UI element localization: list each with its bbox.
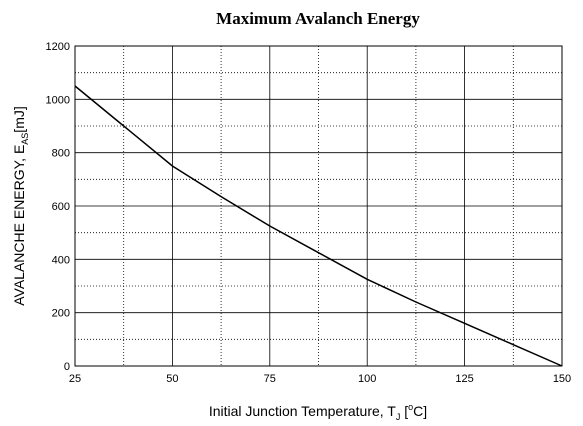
y-tick-label: 0 — [64, 361, 70, 373]
y-tick-label: 600 — [52, 201, 70, 213]
y-tick-label: 1000 — [46, 94, 70, 106]
x-label-text: C] — [413, 403, 427, 419]
plot-frame — [74, 45, 563, 367]
x-tick-label: 75 — [264, 373, 276, 385]
data-line — [74, 85, 563, 367]
x-tick-label: 125 — [455, 373, 473, 385]
x-label-sup: o — [408, 402, 413, 412]
y-tick-label: 1200 — [46, 41, 70, 53]
y-label-sub: AS — [20, 133, 30, 145]
y-axis-label: AVALANCHE ENERGY, EAS[mJ] — [11, 106, 30, 306]
x-tick-label: 150 — [553, 373, 571, 385]
y-tick-label: 800 — [52, 148, 70, 160]
y-tick-label: 200 — [52, 308, 70, 320]
x-label-sub: J — [396, 412, 401, 422]
chart-title: Maximum Avalanch Energy — [216, 9, 420, 28]
x-tick-label: 100 — [358, 373, 376, 385]
y-label-text: AVALANCHE ENERGY, E — [11, 145, 27, 306]
x-tick-label: 25 — [69, 373, 81, 385]
x-tick-label: 50 — [166, 373, 178, 385]
y-tick-label: 400 — [52, 254, 70, 266]
x-axis-label: Initial Junction Temperature, TJ [oC] — [209, 402, 427, 422]
x-label-text: [ — [400, 403, 408, 419]
y-label-text: [mJ] — [11, 106, 27, 132]
x-label-text: Initial Junction Temperature, T — [209, 403, 396, 419]
